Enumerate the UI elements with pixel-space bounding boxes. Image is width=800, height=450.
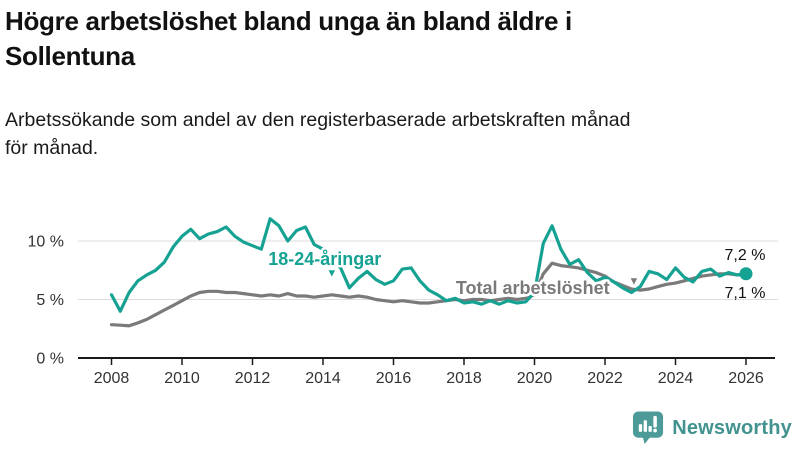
page-title: Högre arbetslöshet bland unga än bland ä…: [5, 4, 775, 74]
series-inline-label: Total arbetslöshet: [456, 278, 610, 298]
x-tick-label: 2024: [658, 370, 694, 387]
x-tick-label: 2012: [235, 370, 271, 387]
newsworthy-bubble-chart-icon: [633, 411, 664, 445]
page-title-line2: Sollentuna: [5, 41, 135, 71]
y-tick-label: 10 %: [28, 234, 64, 251]
newsworthy-logo-text: Newsworthy: [672, 416, 792, 439]
x-tick-label: 2010: [164, 370, 200, 387]
chart-subtitle: Arbetssökande som andel av den registerb…: [5, 106, 791, 162]
series-end-dot: [739, 267, 753, 281]
x-tick-label: 2026: [728, 370, 764, 387]
x-tick-label: 2014: [305, 370, 341, 387]
y-tick-label: 5 %: [36, 292, 64, 309]
series-label-marker-icon: ▼: [326, 268, 337, 280]
y-tick-label: 0 %: [36, 351, 64, 368]
series-end-value-label: 7,2 %: [725, 247, 766, 264]
series-line: [109, 217, 748, 313]
newsworthy-logo[interactable]: Newsworthy: [632, 410, 792, 446]
chart-subtitle-line2: för månad.: [5, 137, 99, 159]
series-end-value-label: 7,1 %: [725, 285, 766, 302]
page-title-line1: Högre arbetslöshet bland unga än bland ä…: [5, 6, 572, 36]
x-tick-label: 2018: [446, 370, 482, 387]
x-tick-label: 2008: [94, 370, 130, 387]
x-tick-label: 2020: [517, 370, 553, 387]
series-inline-label: 18-24-åringar: [268, 249, 381, 269]
series-line: [109, 261, 748, 328]
x-tick-label: 2022: [587, 370, 623, 387]
series-label-marker-icon: ▼: [628, 275, 639, 287]
chart-subtitle-line1: Arbetssökande som andel av den registerb…: [5, 109, 631, 131]
line-chart: 2008 2010 2012 2014 2016 2018 2020 2022 2024 2026…: [28, 217, 778, 387]
x-tick-label: 2016: [376, 370, 412, 387]
